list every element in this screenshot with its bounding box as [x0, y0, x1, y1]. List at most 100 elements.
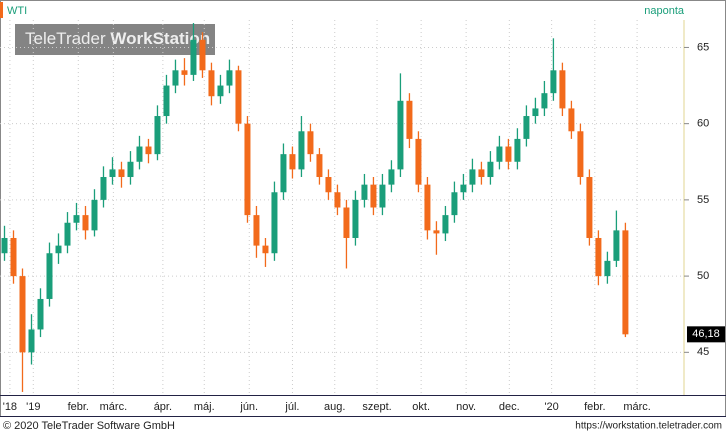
- watermark-a: TeleTrader: [25, 29, 106, 48]
- candle-body: [154, 116, 161, 155]
- chart-title: WTI: [7, 5, 27, 17]
- candle-body: [307, 131, 314, 155]
- x-tick-label: '19: [26, 401, 40, 413]
- candle-body: [622, 230, 629, 335]
- candle-body: [613, 230, 620, 261]
- x-tick-label: aug.: [324, 401, 345, 413]
- frame: [0, 0, 726, 417]
- x-tick-label: nov.: [456, 401, 476, 413]
- x-tick-label: szept.: [362, 401, 391, 413]
- candle-body: [235, 70, 242, 124]
- candle-body: [559, 70, 566, 109]
- candle-body: [325, 177, 332, 193]
- x-tick-label: '18: [3, 401, 17, 413]
- footer-left: © 2020 TeleTrader Software GmbH: [3, 420, 175, 432]
- candle-body: [361, 184, 368, 200]
- y-tick-label: 65: [697, 41, 709, 53]
- candle-body: [397, 100, 404, 170]
- candle-body: [379, 184, 386, 208]
- candle-body: [298, 131, 305, 170]
- y-tick-label: 45: [697, 346, 709, 358]
- candle-body: [568, 108, 575, 132]
- candle-body: [451, 192, 458, 216]
- candle-body: [442, 215, 449, 234]
- footer-right: https://workstation.teletrader.com: [575, 421, 722, 432]
- candle-body: [280, 154, 287, 193]
- x-tick-label: jún.: [239, 401, 258, 413]
- candle-body: [316, 154, 323, 178]
- candle-body: [91, 199, 98, 231]
- candle-body: [181, 70, 188, 75]
- y-tick-label: 50: [697, 270, 709, 282]
- candle-body: [604, 260, 611, 277]
- candle-body: [352, 199, 359, 238]
- candle-body: [19, 276, 26, 353]
- x-tick-label: '20: [544, 401, 558, 413]
- last-price-box: [687, 326, 725, 343]
- candle-body: [550, 70, 557, 94]
- candle-body: [28, 329, 35, 353]
- y-tick-label: 60: [697, 118, 709, 130]
- candle-body: [586, 177, 593, 238]
- candle-body: [127, 161, 134, 178]
- candle-body: [217, 85, 224, 97]
- x-tick-label: okt.: [412, 401, 430, 413]
- candle-body: [505, 146, 512, 162]
- candle-body: [172, 70, 179, 86]
- candle-body: [10, 237, 17, 277]
- candle-body: [478, 169, 485, 178]
- candle-body: [343, 207, 350, 238]
- candle-body: [244, 123, 251, 216]
- candle-body: [136, 146, 143, 162]
- candle-body: [100, 177, 107, 200]
- x-tick-label: márc.: [623, 401, 651, 413]
- y-tick-label: 55: [697, 194, 709, 206]
- x-tick-label: júl.: [284, 401, 299, 413]
- candle-body: [199, 39, 206, 71]
- candle-body: [595, 237, 602, 277]
- candle-body: [73, 215, 80, 223]
- candle-body: [388, 169, 395, 185]
- candle-body: [145, 146, 152, 155]
- candle-body: [289, 154, 296, 170]
- candle-body: [163, 85, 170, 117]
- last-price-label: 46,18: [692, 328, 720, 340]
- candle-body: [523, 116, 530, 139]
- candle-body: [370, 184, 377, 208]
- candle-body: [190, 39, 197, 75]
- candle-body: [271, 192, 278, 254]
- period: naponta: [644, 5, 685, 17]
- candle-body: [469, 169, 476, 185]
- candle-body: [460, 184, 467, 193]
- watermark: TeleTrader WorkStation: [25, 29, 210, 48]
- x-tick-label: ápr.: [154, 401, 172, 413]
- candle-body: [55, 245, 62, 254]
- candle-body: [406, 100, 413, 139]
- watermark-box: [15, 24, 215, 55]
- title-marker: [0, 2, 3, 18]
- candle-body: [1, 237, 8, 254]
- candle-body: [226, 70, 233, 86]
- candle-body: [37, 298, 44, 330]
- candle-body: [46, 253, 53, 299]
- x-tick-label: febr.: [584, 401, 605, 413]
- candle-body: [109, 169, 116, 178]
- candle-body: [541, 93, 548, 109]
- candle-body: [514, 138, 521, 162]
- candle-body: [415, 138, 422, 185]
- candle-body: [253, 215, 260, 246]
- x-tick-label: dec.: [499, 401, 520, 413]
- candle-body: [433, 230, 440, 234]
- candle-body: [262, 245, 269, 254]
- candle-body: [64, 222, 71, 246]
- x-tick-label: febr.: [68, 401, 89, 413]
- candle-body: [118, 169, 125, 178]
- candle-body: [424, 184, 431, 231]
- x-tick-label: márc.: [100, 401, 128, 413]
- candle-body: [487, 161, 494, 178]
- x-tick-label: máj.: [194, 401, 215, 413]
- candle-body: [82, 215, 89, 231]
- candle-body: [577, 131, 584, 178]
- candle-body: [532, 108, 539, 117]
